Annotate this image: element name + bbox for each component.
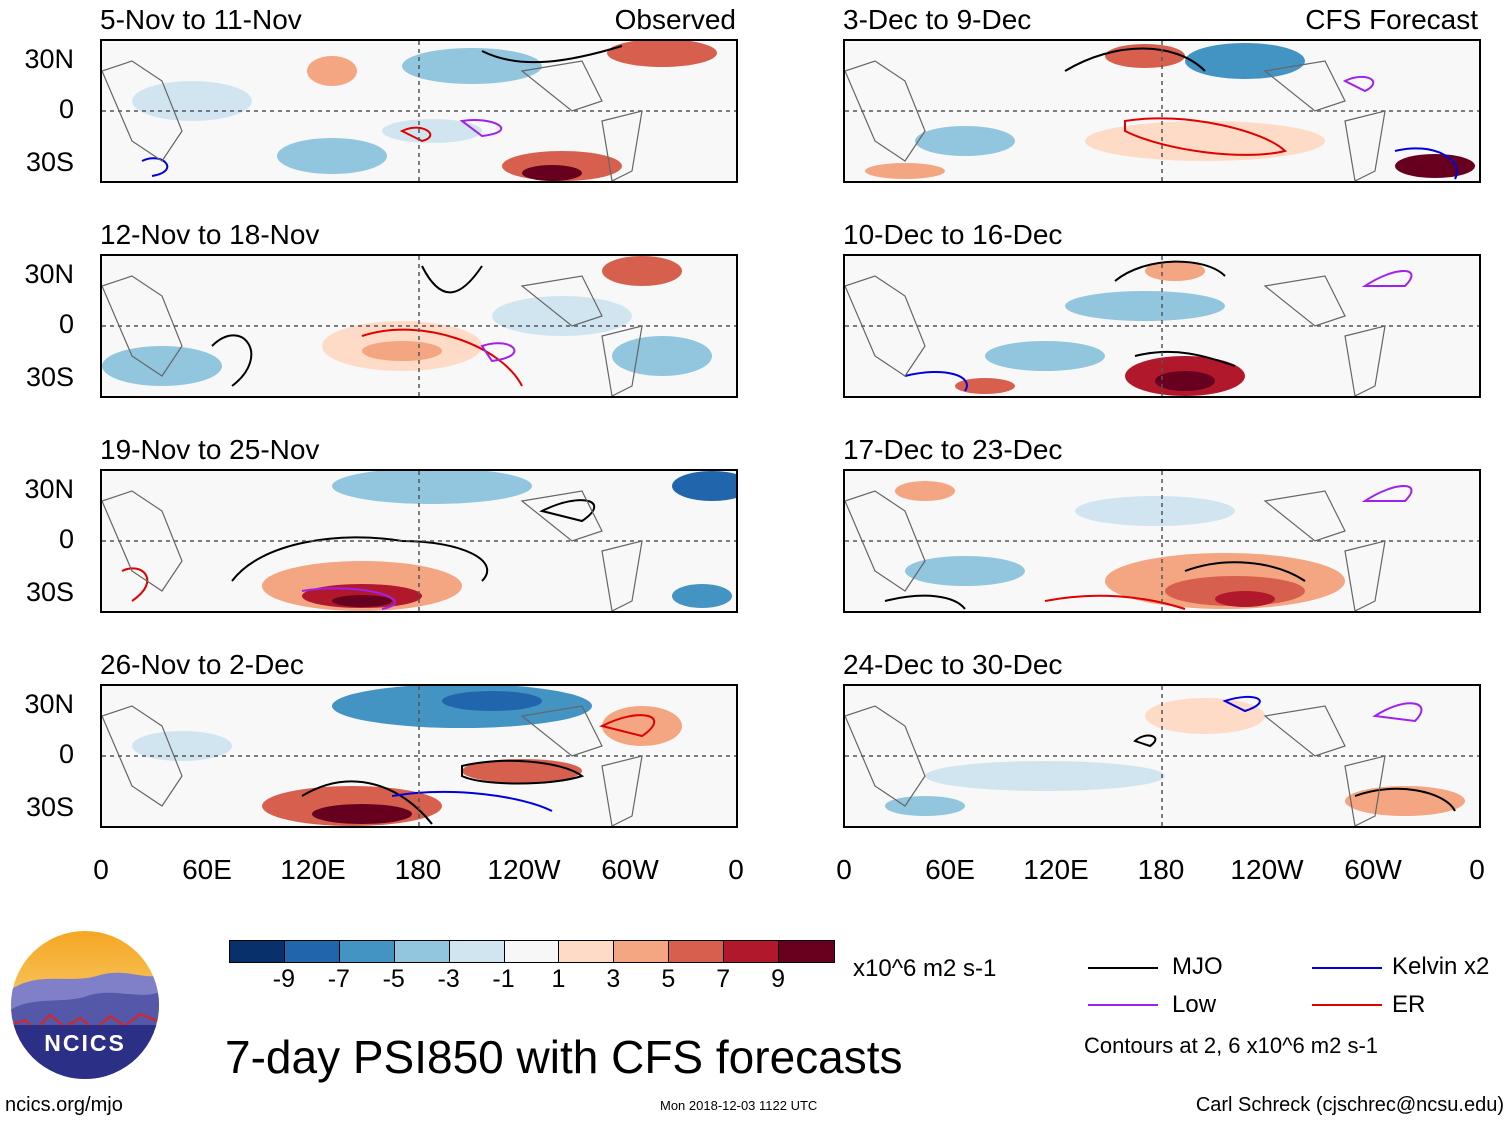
panel-title: 10-Dec to 16-Dec [843,219,1063,250]
colorbar-cell [504,941,560,962]
x-label: 0 [93,854,109,885]
colorbar-cell [284,941,340,962]
colorbar [229,940,835,963]
logo-mountains-icon [11,931,159,1079]
map-field [845,686,1479,826]
map-panel-obs-3 [100,469,738,613]
map-field [102,686,736,826]
map-field [845,471,1479,611]
colorbar-cell [724,941,780,962]
colorbar-tick-label: -5 [382,965,405,993]
panel-title: 26-Nov to 2-Dec [100,649,304,680]
map-panel-fcst-3 [843,469,1481,613]
y-label-30n: 30N [24,259,74,289]
main-title: 7-day PSI850 with CFS forecasts [225,1031,903,1083]
map-field [845,256,1479,396]
panel-title: 24-Dec to 30-Dec [843,649,1063,680]
y-label-30s: 30S [25,147,74,177]
colorbar-tick-label: -9 [272,965,296,993]
x-label: 180 [1137,854,1185,885]
y-label-eq: 0 [58,524,74,554]
x-label: 60W [1344,854,1402,885]
footer-link[interactable]: ncics.org/mjo [5,1094,123,1116]
map-field [845,41,1479,181]
map-panel-obs-2 [100,254,738,398]
footer-author: Carl Schreck (cjschrec@ncsu.edu) [1195,1094,1504,1116]
panel-title: 19-Nov to 25-Nov [100,434,320,465]
colorbar-cell [614,941,670,962]
legend-swatch-er [1312,1004,1382,1006]
x-label: 60W [601,854,659,885]
map-panel-fcst-2 [843,254,1481,398]
map-field [102,41,736,181]
x-label: 120E [280,854,346,885]
y-label-30n: 30N [24,44,74,74]
colorbar-tick-label: 7 [716,965,731,993]
colorbar-tick-label: -1 [492,965,515,993]
legend-label-mjo: MJO [1172,953,1223,980]
colorbar-tick-label: -7 [327,965,350,993]
y-label-30n: 30N [24,689,74,719]
x-label: 60E [925,854,975,885]
legend-label-low: Low [1172,991,1217,1018]
map-panel-fcst-4 [843,684,1481,828]
colorbar-unit: x10^6 m2 s-1 [853,955,997,982]
x-label: 120W [1230,854,1304,885]
map-panel-obs-1 [100,39,738,183]
legend-swatch-low [1088,1004,1158,1006]
observed-label: Observed [614,4,736,35]
y-label-30s: 30S [25,577,74,607]
footer-timestamp: Mon 2018-12-03 1122 UTC [660,1098,818,1113]
x-label: 120W [487,854,561,885]
contour-note: Contours at 2, 6 x10^6 m2 s-1 [1084,1033,1379,1058]
colorbar-tick-label: 5 [661,965,676,993]
y-label-30n: 30N [24,474,74,504]
colorbar-cell [339,941,395,962]
legend-label-kelvin: Kelvin x2 [1392,953,1490,980]
panel-title: 12-Nov to 18-Nov [100,219,320,250]
colorbar-cell [779,941,834,962]
x-label: 0 [1469,854,1485,885]
colorbar-cell [394,941,450,962]
map-field [102,256,736,396]
colorbar-cell [449,941,505,962]
x-label: 0 [836,854,852,885]
map-panel-fcst-1 [843,39,1481,183]
map-field [102,471,736,611]
colorbar-tick-label: -3 [437,965,460,993]
forecast-label: CFS Forecast [1305,4,1478,35]
colorbar-cell [230,941,285,962]
y-label-eq: 0 [58,739,74,769]
y-label-30s: 30S [25,792,74,822]
x-label: 180 [394,854,442,885]
y-label-eq: 0 [58,94,74,124]
colorbar-cell [669,941,725,962]
y-label-30s: 30S [25,362,74,392]
logo-text: NCICS [44,1030,126,1056]
panel-title: 3-Dec to 9-Dec [843,4,1032,35]
ncics-logo: NCICS [10,930,160,1080]
x-label: 120E [1023,854,1089,885]
map-panel-obs-4 [100,684,738,828]
legend-label-er: ER [1392,991,1426,1018]
panel-title: 17-Dec to 23-Dec [843,434,1063,465]
legend-swatch-mjo [1088,967,1158,969]
x-label: 0 [728,854,744,885]
x-label: 60E [182,854,232,885]
colorbar-tick-label: 1 [551,965,566,993]
panel-title: 5-Nov to 11-Nov [100,4,302,35]
legend-swatch-kelvin [1312,967,1382,969]
y-label-eq: 0 [58,309,74,339]
colorbar-tick-label: 9 [771,965,786,993]
colorbar-tick-label: 3 [606,965,621,993]
colorbar-cell [559,941,615,962]
